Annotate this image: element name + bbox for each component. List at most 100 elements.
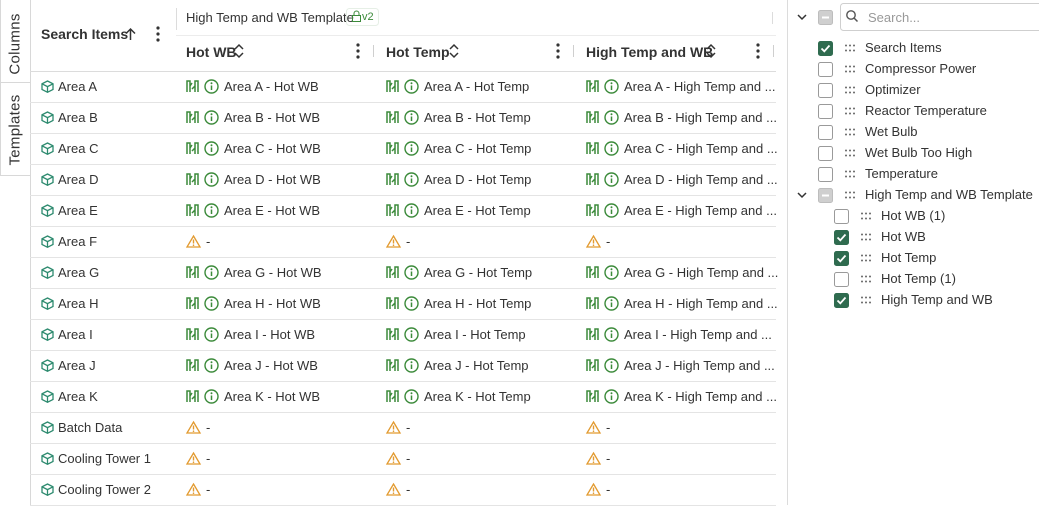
cell-value[interactable]: Area K - Hot WB <box>224 389 320 404</box>
row-label[interactable]: Area K <box>58 389 98 404</box>
checkbox[interactable] <box>818 125 833 140</box>
checkbox[interactable] <box>818 104 833 119</box>
cell-value[interactable]: Area C - Hot WB <box>224 141 321 156</box>
panel-item-label[interactable]: Wet Bulb <box>865 124 918 139</box>
cell-value[interactable]: Area E - High Temp and ... <box>624 203 777 218</box>
row-label[interactable]: Area J <box>58 358 96 373</box>
column-menu[interactable] <box>155 26 161 42</box>
checkbox[interactable] <box>834 272 849 287</box>
panel-item-label[interactable]: Wet Bulb Too High <box>865 145 972 160</box>
row-label[interactable]: Cooling Tower 2 <box>58 482 151 497</box>
cell-value[interactable]: Area A - Hot WB <box>224 79 319 94</box>
row-label[interactable]: Area D <box>58 172 98 187</box>
drag-handle[interactable] <box>845 44 855 52</box>
cell-value[interactable]: - <box>406 451 410 466</box>
panel-item-label[interactable]: Search Items <box>865 40 942 55</box>
drag-handle[interactable] <box>845 107 855 115</box>
panel-item-label[interactable]: High Temp and WB <box>881 292 993 307</box>
cell-value[interactable]: - <box>606 420 610 435</box>
panel-item-label[interactable]: Hot Temp <box>881 250 936 265</box>
cell-value[interactable]: Area H - Hot Temp <box>424 296 531 311</box>
cell-value[interactable]: Area E - Hot Temp <box>424 203 531 218</box>
column-header[interactable]: High Temp and WB <box>586 44 713 60</box>
row-label[interactable]: Area C <box>58 141 98 156</box>
cell-value[interactable]: Area I - Hot Temp <box>424 327 526 342</box>
cell-value[interactable]: Area I - High Temp and ... <box>624 327 772 342</box>
drag-handle[interactable] <box>845 191 855 199</box>
cell-value[interactable]: Area J - Hot WB <box>224 358 318 373</box>
row-label[interactable]: Area F <box>58 234 97 249</box>
column-header[interactable]: Hot WB <box>186 44 237 60</box>
checkbox[interactable] <box>818 188 833 203</box>
checkbox[interactable] <box>818 83 833 98</box>
cell-value[interactable]: Area I - Hot WB <box>224 327 315 342</box>
drag-handle[interactable] <box>845 65 855 73</box>
row-label[interactable]: Area H <box>58 296 98 311</box>
cell-value[interactable]: Area D - Hot WB <box>224 172 321 187</box>
panel-item-label[interactable]: Hot Temp (1) <box>881 271 956 286</box>
cell-value[interactable]: Area G - High Temp and ... <box>624 265 778 280</box>
row-label[interactable]: Area B <box>58 110 98 125</box>
cell-value[interactable]: - <box>206 482 210 497</box>
checkbox[interactable] <box>834 293 849 308</box>
column-menu[interactable] <box>355 43 361 59</box>
row-label[interactable]: Area G <box>58 265 99 280</box>
cell-value[interactable]: - <box>206 420 210 435</box>
cell-value[interactable]: - <box>206 451 210 466</box>
cell-value[interactable]: - <box>606 451 610 466</box>
row-label[interactable]: Batch Data <box>58 420 122 435</box>
column-menu[interactable] <box>755 43 761 59</box>
panel-item-label[interactable]: Compressor Power <box>865 61 976 76</box>
checkbox[interactable] <box>834 209 849 224</box>
drag-handle[interactable] <box>861 275 871 283</box>
column-header[interactable]: Hot Temp <box>386 44 450 60</box>
drag-handle[interactable] <box>845 170 855 178</box>
panel-item-label[interactable]: Temperature <box>865 166 938 181</box>
panel-item-label[interactable]: Optimizer <box>865 82 921 97</box>
cell-value[interactable]: Area B - Hot WB <box>224 110 320 125</box>
panel-item-label[interactable]: Hot WB (1) <box>881 208 945 223</box>
panel-item-label[interactable]: Hot WB <box>881 229 926 244</box>
cell-value[interactable]: Area A - High Temp and ... <box>624 79 776 94</box>
cell-value[interactable]: Area G - Hot Temp <box>424 265 532 280</box>
checkbox[interactable] <box>818 167 833 182</box>
cell-value[interactable]: Area B - High Temp and ... <box>624 110 777 125</box>
cell-value[interactable]: Area K - High Temp and ... <box>624 389 777 404</box>
expand-toggle[interactable] <box>797 14 807 21</box>
panel-item-label[interactable]: High Temp and WB Template <box>865 187 1033 202</box>
cell-value[interactable]: - <box>406 234 410 249</box>
cell-value[interactable]: Area J - Hot Temp <box>424 358 529 373</box>
cell-value[interactable]: Area D - High Temp and ... <box>624 172 778 187</box>
cell-value[interactable]: Area C - High Temp and ... <box>624 141 778 156</box>
drag-handle[interactable] <box>845 86 855 94</box>
cell-value[interactable]: Area C - Hot Temp <box>424 141 531 156</box>
cell-value[interactable]: Area H - High Temp and ... <box>624 296 778 311</box>
row-label[interactable]: Area I <box>58 327 93 342</box>
checkbox[interactable] <box>818 62 833 77</box>
drag-handle[interactable] <box>861 233 871 241</box>
cell-value[interactable]: - <box>406 420 410 435</box>
cell-value[interactable]: Area B - Hot Temp <box>424 110 531 125</box>
row-label[interactable]: Cooling Tower 1 <box>58 451 151 466</box>
sort-asc[interactable] <box>125 28 136 41</box>
drag-handle[interactable] <box>845 149 855 157</box>
column-menu[interactable] <box>555 43 561 59</box>
cell-value[interactable]: Area E - Hot WB <box>224 203 320 218</box>
expand-toggle[interactable] <box>797 192 807 199</box>
checkbox[interactable] <box>834 251 849 266</box>
column-header[interactable]: Search Items <box>41 26 128 42</box>
cell-value[interactable]: - <box>606 234 610 249</box>
cell-value[interactable]: Area H - Hot WB <box>224 296 321 311</box>
side-tab[interactable]: Templates <box>7 94 24 165</box>
drag-handle[interactable] <box>845 128 855 136</box>
checkbox[interactable] <box>818 41 833 56</box>
drag-handle[interactable] <box>861 296 871 304</box>
checkbox[interactable] <box>818 146 833 161</box>
checkbox[interactable] <box>818 10 833 25</box>
checkbox[interactable] <box>834 230 849 245</box>
cell-value[interactable]: Area D - Hot Temp <box>424 172 531 187</box>
sort-icon[interactable] <box>706 44 716 58</box>
sort-icon[interactable] <box>449 44 459 58</box>
cell-value[interactable]: Area K - Hot Temp <box>424 389 531 404</box>
cell-value[interactable]: - <box>206 234 210 249</box>
